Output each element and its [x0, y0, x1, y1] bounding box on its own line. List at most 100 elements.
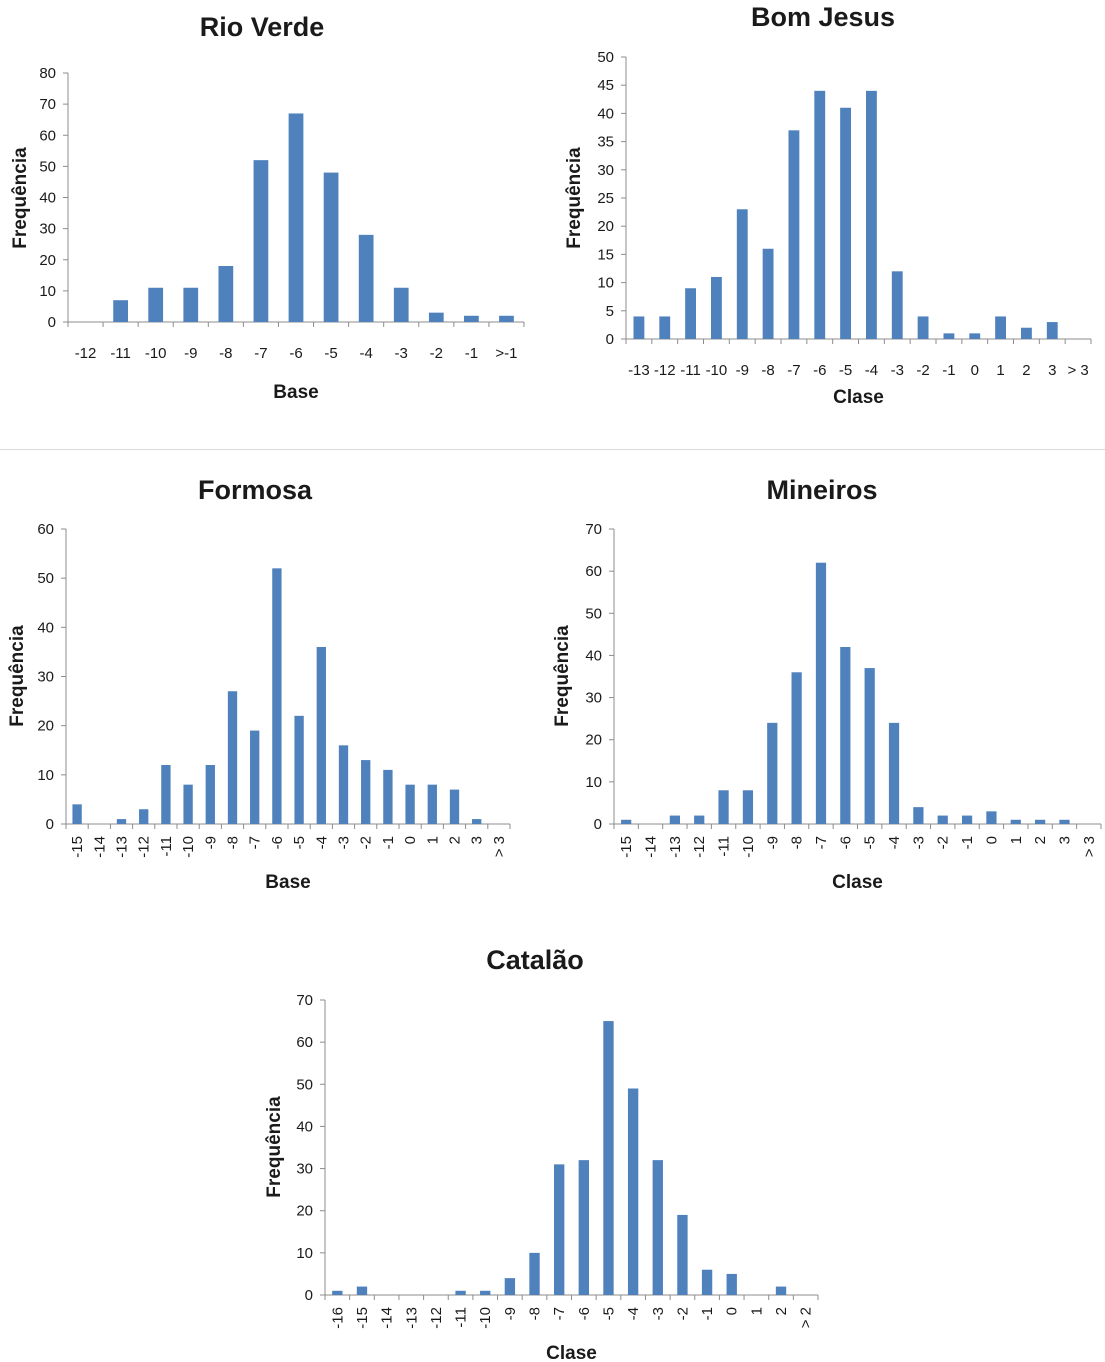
bar--3: [652, 1160, 663, 1295]
x-tick-label: > 2: [798, 1307, 815, 1328]
y-tick-label: 5: [606, 303, 614, 320]
y-tick-label: 60: [39, 127, 56, 144]
bar--11: [161, 765, 171, 824]
bar--9: [767, 722, 778, 824]
x-tick-label: -3: [910, 836, 927, 849]
bar--2: [428, 312, 444, 322]
bar--13: [669, 815, 680, 824]
bar-0: [969, 333, 981, 339]
x-tick-label: -15: [69, 836, 86, 858]
y-tick-label: 70: [585, 521, 602, 538]
y-tick-label: 10: [585, 774, 602, 791]
x-tick-label: -6: [289, 345, 302, 362]
y-tick-label: 40: [585, 647, 602, 664]
bar--7: [788, 130, 800, 339]
bar--8: [529, 1252, 540, 1295]
y-tick-label: 60: [37, 521, 54, 538]
x-tick-label: -14: [643, 836, 660, 858]
x-tick-label: -2: [358, 836, 375, 849]
x-tick-label: -8: [225, 836, 242, 849]
x-tick-label: -8: [789, 836, 806, 849]
bar--2: [361, 760, 371, 824]
x-tick-label: 2: [1032, 836, 1049, 844]
x-tick-label: -11: [453, 1307, 470, 1328]
x-tick-label: -2: [935, 836, 952, 849]
x-tick-label: -7: [254, 345, 267, 362]
bar--13: [116, 819, 127, 824]
bar--8: [218, 265, 234, 322]
bar-1: [995, 316, 1007, 339]
bar--1: [943, 333, 955, 339]
x-tick-label: 1: [1008, 836, 1025, 844]
x-tick-label: -11: [716, 836, 733, 857]
bar--16: [332, 1290, 343, 1295]
bar--11: [113, 300, 128, 322]
y-tick-label: 0: [305, 1287, 313, 1304]
bar--10: [148, 287, 164, 322]
y-tick-label: 35: [597, 134, 614, 151]
bar--11: [685, 288, 697, 339]
x-tick-label: -14: [379, 1307, 396, 1329]
x-tick-label: -3: [336, 836, 353, 849]
bar-2: [449, 789, 460, 824]
x-tick-label: -8: [527, 1307, 544, 1320]
x-tick-label: > 3: [1067, 362, 1088, 379]
bar--4: [358, 234, 374, 322]
x-tick-label: -6: [813, 362, 826, 379]
bar--12: [659, 316, 671, 339]
x-tick-label: -4: [865, 362, 878, 379]
x-tick-label: -5: [862, 836, 879, 849]
bar--8: [227, 691, 238, 824]
x-tick-label: -14: [91, 836, 108, 858]
bar--2: [917, 316, 929, 339]
y-axis-title: Frequência: [564, 147, 585, 249]
x-tick-label: 3: [1048, 362, 1056, 379]
bar--4: [865, 90, 877, 339]
x-tick-label: -11: [680, 362, 701, 379]
x-tick-label: -11: [110, 345, 131, 362]
y-tick-label: 20: [585, 732, 602, 749]
bar-3: [1059, 819, 1070, 824]
bar--5: [294, 715, 304, 824]
bar--2: [677, 1214, 688, 1295]
y-tick-label: 30: [597, 162, 614, 179]
bar-0: [405, 784, 415, 824]
x-tick-label: 2: [1022, 362, 1030, 379]
x-axis-title: Base: [273, 382, 318, 403]
y-tick-label: 50: [296, 1076, 313, 1093]
x-tick-label: -9: [736, 362, 749, 379]
y-tick-label: 50: [585, 605, 602, 622]
y-axis-title: Frequência: [264, 1096, 285, 1198]
y-tick-label: 40: [597, 105, 614, 122]
x-tick-label: 1: [424, 836, 441, 844]
bar--10: [480, 1290, 491, 1295]
x-tick-label: -7: [787, 362, 800, 379]
x-tick-label: -2: [916, 362, 929, 379]
chart-title: Mineiros: [766, 475, 877, 505]
bar--7: [815, 562, 827, 824]
y-tick-label: 50: [597, 49, 614, 66]
bar--5: [323, 172, 339, 322]
y-tick-label: 20: [296, 1203, 313, 1220]
x-tick-label: 0: [983, 836, 1000, 844]
x-tick-label: -13: [403, 1307, 420, 1329]
y-tick-label: 40: [296, 1118, 313, 1135]
y-tick-label: 15: [597, 246, 614, 263]
x-tick-label: -1: [959, 836, 976, 849]
bar--9: [504, 1278, 516, 1295]
y-tick-label: 0: [46, 816, 54, 833]
x-tick-label: -5: [600, 1307, 617, 1320]
bar--15: [356, 1286, 368, 1295]
x-tick-label: -1: [465, 345, 478, 362]
y-tick-label: 60: [585, 563, 602, 580]
x-tick-label: >-1: [495, 345, 517, 362]
y-tick-label: 30: [585, 690, 602, 707]
y-axis-title: Frequência: [10, 147, 31, 249]
x-tick-label: -3: [395, 345, 408, 362]
y-tick-label: 40: [39, 190, 56, 207]
y-tick-label: 20: [37, 718, 54, 735]
bar--1: [383, 769, 393, 824]
x-tick-label: > 3: [1081, 836, 1098, 857]
bar--4: [888, 722, 900, 824]
